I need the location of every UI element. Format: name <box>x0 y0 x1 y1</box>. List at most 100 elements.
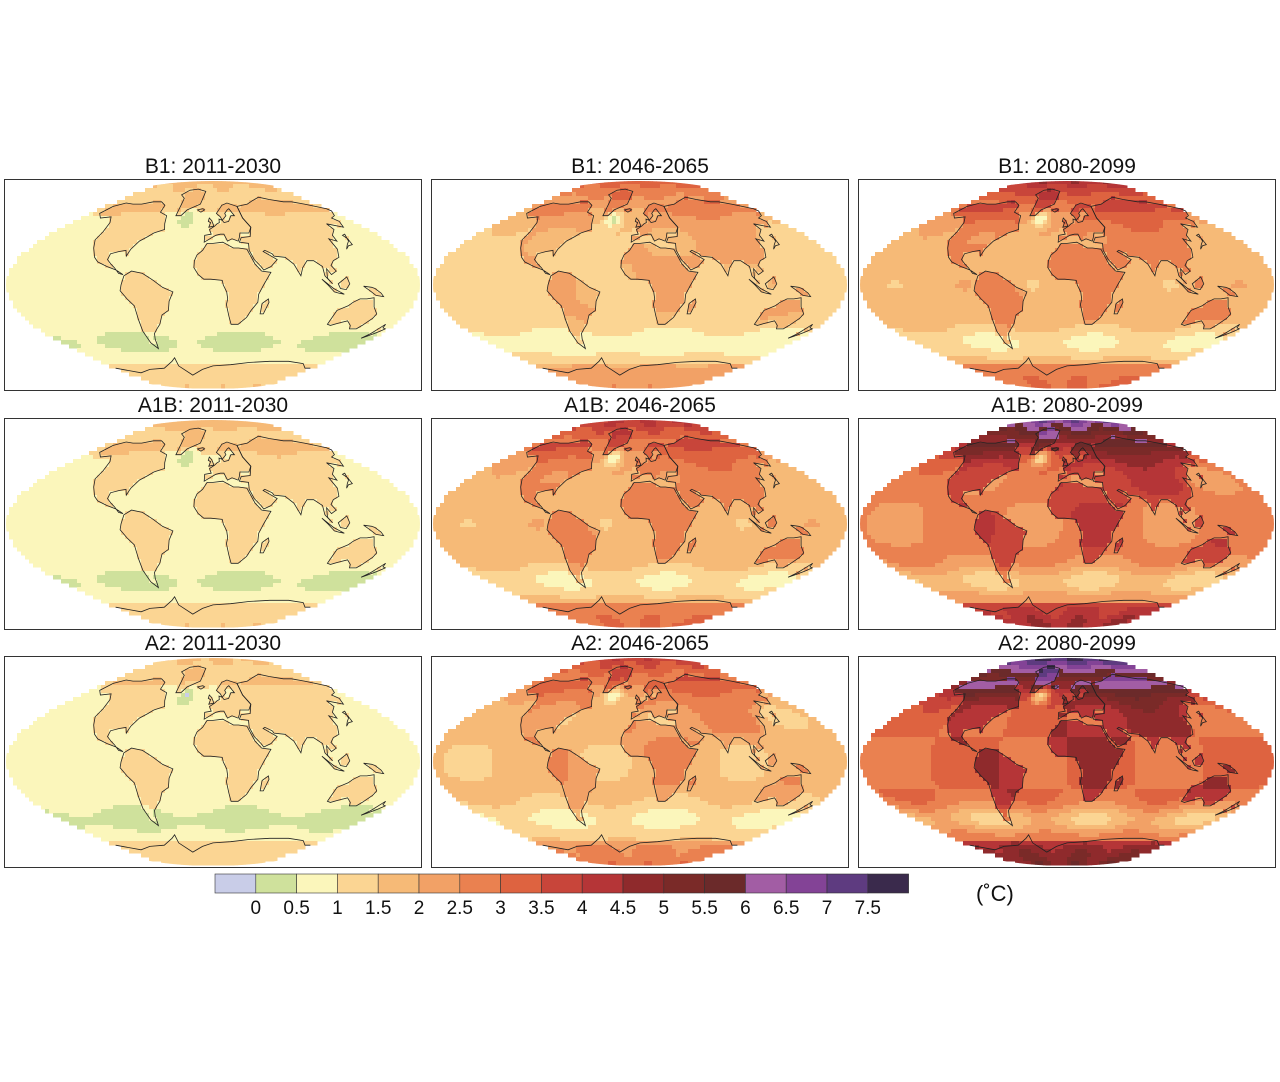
heatmap-cell <box>564 208 569 213</box>
heatmap-cell <box>305 296 310 301</box>
heatmap-cell <box>257 228 262 233</box>
heatmap-cell <box>612 228 617 233</box>
heatmap-cell <box>660 212 665 217</box>
heatmap-cell <box>712 204 717 209</box>
heatmap-cell <box>209 196 214 201</box>
heatmap-cell <box>269 268 274 273</box>
heatmap-cell <box>125 280 130 285</box>
heatmap-cell <box>269 212 274 217</box>
heatmap-cell <box>101 248 106 253</box>
heatmap-cell <box>137 208 142 213</box>
heatmap-cell <box>704 216 709 221</box>
heatmap-cell <box>137 288 142 293</box>
heatmap-cell <box>157 272 162 277</box>
heatmap-cell <box>185 312 190 317</box>
heatmap-cell <box>77 296 82 301</box>
heatmap-cell <box>301 200 306 205</box>
heatmap-cell <box>133 212 138 217</box>
heatmap-cell <box>560 204 565 209</box>
heatmap-cell <box>528 220 533 225</box>
heatmap-cell <box>61 300 66 305</box>
heatmap-cell <box>193 264 198 269</box>
heatmap-cell <box>596 188 601 193</box>
heatmap-cell <box>700 248 705 253</box>
heatmap-cell <box>576 248 581 253</box>
heatmap-cell <box>317 284 322 289</box>
heatmap-cell <box>301 296 306 301</box>
heatmap-cell <box>169 216 174 221</box>
heatmap-cell <box>472 248 477 253</box>
heatmap-cell <box>77 292 82 297</box>
heatmap-cell <box>237 344 242 349</box>
heatmap-cell <box>596 192 601 197</box>
heatmap-cell <box>129 364 134 369</box>
heatmap-cell <box>69 264 74 269</box>
heatmap-cell <box>21 284 26 289</box>
heatmap-cell <box>149 376 154 381</box>
heatmap-cell <box>157 200 162 205</box>
heatmap-cell <box>740 232 745 237</box>
heatmap-cell <box>692 192 697 197</box>
heatmap-cell <box>257 384 262 389</box>
heatmap-cell <box>624 224 629 229</box>
heatmap-cell <box>221 264 226 269</box>
heatmap-cell <box>133 348 138 353</box>
heatmap-cell <box>652 220 657 225</box>
heatmap-cell <box>337 268 342 273</box>
heatmap-cell <box>201 192 206 197</box>
heatmap-cell <box>349 344 354 349</box>
heatmap-cell <box>524 232 529 237</box>
heatmap-cell <box>524 216 529 221</box>
heatmap-cell <box>233 380 238 385</box>
heatmap-cell <box>345 240 350 245</box>
heatmap-cell <box>636 200 641 205</box>
heatmap-cell <box>177 216 182 221</box>
heatmap-cell <box>277 376 282 381</box>
heatmap-cell <box>149 244 154 249</box>
heatmap-cell <box>161 352 166 357</box>
heatmap-cell <box>129 248 134 253</box>
heatmap-cell <box>752 236 757 241</box>
heatmap-cell <box>105 240 110 245</box>
heatmap-cell <box>660 244 665 249</box>
heatmap-cell <box>81 288 86 293</box>
heatmap-cell <box>101 224 106 229</box>
heatmap-cell <box>305 320 310 325</box>
heatmap-cell <box>213 292 218 297</box>
heatmap-cell <box>349 276 354 281</box>
heatmap-cell <box>197 380 202 385</box>
heatmap-cell <box>169 181 174 185</box>
heatmap-cell <box>728 204 733 209</box>
heatmap-cell <box>245 264 250 269</box>
heatmap-cell <box>189 376 194 381</box>
heatmap-cell <box>93 328 98 333</box>
heatmap-cell <box>696 204 701 209</box>
heatmap-cell <box>189 328 194 333</box>
heatmap-cell <box>145 288 150 293</box>
heatmap-cell <box>93 336 98 341</box>
heatmap-cell <box>153 212 158 217</box>
heatmap-cell <box>261 348 266 353</box>
heatmap-cell <box>608 204 613 209</box>
heatmap-cell <box>169 376 174 381</box>
heatmap-cell <box>97 352 102 357</box>
heatmap-cell <box>624 192 629 197</box>
heatmap-cell <box>133 280 138 285</box>
heatmap-cell <box>289 360 294 365</box>
heatmap-cell <box>309 296 314 301</box>
heatmap-cell <box>724 220 729 225</box>
heatmap-cell <box>201 340 206 345</box>
heatmap-cell <box>796 240 801 245</box>
heatmap-cell <box>373 268 378 273</box>
heatmap-cell <box>185 244 190 249</box>
heatmap-cell <box>205 240 210 245</box>
heatmap-cell <box>237 220 242 225</box>
heatmap-cell <box>89 316 94 321</box>
heatmap-cell <box>153 372 158 377</box>
heatmap-cell <box>29 276 34 281</box>
heatmap-cell <box>285 292 290 297</box>
heatmap-cell <box>305 308 310 313</box>
heatmap-cell <box>321 352 326 357</box>
heatmap-cell <box>89 324 94 329</box>
heatmap-cell <box>564 220 569 225</box>
